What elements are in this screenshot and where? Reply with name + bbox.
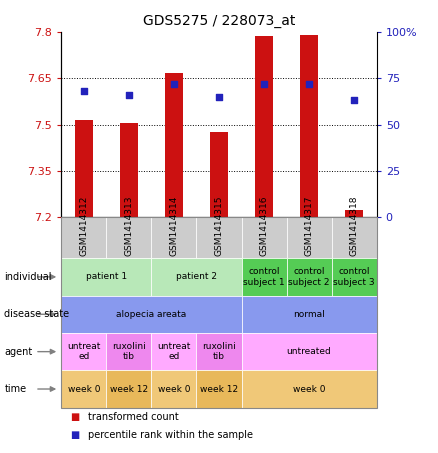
Text: percentile rank within the sample: percentile rank within the sample: [88, 430, 253, 440]
Text: GSM1414316: GSM1414316: [260, 195, 268, 256]
Text: GSM1414317: GSM1414317: [304, 195, 314, 256]
Bar: [210, 132, 228, 217]
Bar: [120, 123, 138, 217]
Point: [351, 97, 358, 104]
Text: alopecia areata: alopecia areata: [117, 310, 187, 319]
Text: GSM1414312: GSM1414312: [79, 196, 88, 256]
Point: [80, 87, 87, 95]
Point: [125, 91, 132, 98]
Text: time: time: [4, 384, 27, 394]
Text: week 0: week 0: [67, 385, 100, 394]
Text: ruxolini
tib: ruxolini tib: [202, 342, 236, 361]
Text: week 0: week 0: [293, 385, 325, 394]
Text: untreated: untreated: [287, 347, 332, 356]
Text: ruxolini
tib: ruxolini tib: [112, 342, 146, 361]
Text: patient 2: patient 2: [176, 272, 217, 281]
Text: ■: ■: [70, 430, 79, 440]
Text: patient 1: patient 1: [86, 272, 127, 281]
Text: control
subject 1: control subject 1: [243, 267, 285, 287]
Text: transformed count: transformed count: [88, 412, 178, 422]
Text: agent: agent: [4, 347, 32, 357]
Point: [170, 80, 177, 87]
Bar: [300, 35, 318, 217]
Point: [306, 80, 313, 87]
Text: individual: individual: [4, 272, 52, 282]
Text: control
subject 3: control subject 3: [333, 267, 375, 287]
Text: GSM1414318: GSM1414318: [350, 195, 359, 256]
Text: untreat
ed: untreat ed: [157, 342, 191, 361]
Bar: [165, 73, 183, 217]
Text: normal: normal: [293, 310, 325, 319]
Text: week 12: week 12: [200, 385, 238, 394]
Bar: [75, 120, 93, 217]
Bar: [345, 210, 363, 217]
Text: disease state: disease state: [4, 309, 70, 319]
Text: week 0: week 0: [158, 385, 190, 394]
Text: untreat
ed: untreat ed: [67, 342, 101, 361]
Text: GSM1414313: GSM1414313: [124, 195, 134, 256]
Text: week 12: week 12: [110, 385, 148, 394]
Title: GDS5275 / 228073_at: GDS5275 / 228073_at: [143, 14, 295, 28]
Text: GSM1414315: GSM1414315: [215, 195, 223, 256]
Text: control
subject 2: control subject 2: [288, 267, 330, 287]
Bar: [255, 36, 273, 217]
Point: [215, 93, 223, 101]
Text: ■: ■: [70, 412, 79, 422]
Text: GSM1414314: GSM1414314: [170, 196, 178, 256]
Point: [261, 80, 268, 87]
